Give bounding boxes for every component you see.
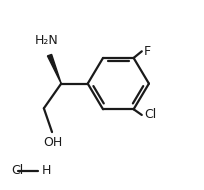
Text: H₂N: H₂N [35, 35, 59, 48]
Text: Cl: Cl [11, 165, 23, 177]
Polygon shape [48, 54, 61, 84]
Text: OH: OH [43, 136, 63, 149]
Text: F: F [144, 45, 151, 58]
Text: Cl: Cl [144, 108, 156, 121]
Text: H: H [42, 165, 51, 177]
